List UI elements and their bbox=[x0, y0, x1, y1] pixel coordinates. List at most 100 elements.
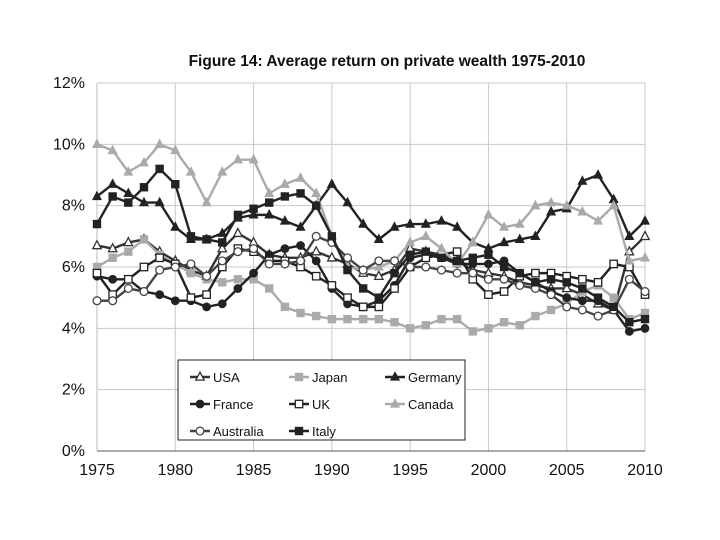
data-point-japan bbox=[358, 314, 368, 324]
data-point-canada bbox=[201, 196, 212, 207]
data-point-japan bbox=[218, 278, 227, 287]
data-point-japan bbox=[343, 314, 352, 324]
legend-marker-italy bbox=[294, 426, 304, 436]
legend-box bbox=[177, 359, 466, 441]
data-point-japan bbox=[280, 302, 290, 312]
data-point-italy bbox=[390, 268, 399, 278]
data-point-italy bbox=[265, 198, 274, 207]
data-point-australia bbox=[624, 274, 634, 284]
x-tick-label: 1980 bbox=[157, 462, 193, 479]
data-point-uk bbox=[578, 274, 587, 284]
data-point-germany bbox=[295, 221, 306, 231]
data-point-france bbox=[170, 296, 180, 306]
series-canada bbox=[91, 138, 651, 274]
data-point-japan bbox=[437, 314, 446, 324]
data-point-australia bbox=[499, 274, 509, 284]
legend-label-usa: USA bbox=[213, 370, 240, 385]
data-point-germany bbox=[138, 196, 150, 207]
legend-label-france: France bbox=[213, 397, 253, 412]
data-point-japan bbox=[405, 324, 415, 333]
data-point-france bbox=[249, 268, 258, 278]
data-point-australia bbox=[640, 286, 650, 297]
data-point-germany bbox=[452, 221, 463, 231]
data-point-japan bbox=[108, 253, 117, 263]
data-point-france bbox=[155, 290, 165, 300]
data-point-japan bbox=[374, 314, 384, 324]
data-point-japan bbox=[312, 311, 321, 321]
data-point-france bbox=[640, 323, 650, 333]
data-point-japan bbox=[421, 321, 431, 330]
data-point-france bbox=[577, 296, 587, 306]
x-tick-label: 1975 bbox=[79, 462, 115, 479]
data-point-germany bbox=[624, 230, 635, 240]
y-tick-label: 12% bbox=[53, 75, 85, 92]
y-tick-label: 8% bbox=[62, 198, 85, 215]
data-point-canada bbox=[91, 138, 103, 148]
data-point-italy bbox=[515, 268, 524, 278]
data-point-germany bbox=[107, 178, 118, 188]
legend-label-italy: Italy bbox=[312, 424, 336, 439]
data-point-canada bbox=[561, 199, 572, 210]
data-point-japan bbox=[296, 308, 305, 318]
data-point-australia bbox=[295, 256, 306, 266]
data-point-usa bbox=[123, 236, 134, 247]
axes: 0% 2% 4% 6% 8% 10% 12% 1975 1980 1985 1990 1995 2000… bbox=[53, 75, 663, 479]
data-point-uk bbox=[311, 271, 321, 281]
data-point-italy bbox=[358, 284, 368, 293]
data-point-japan bbox=[452, 314, 462, 324]
data-point-canada bbox=[592, 215, 604, 225]
data-point-italy bbox=[186, 232, 196, 241]
data-point-uk bbox=[139, 262, 149, 272]
data-point-uk bbox=[531, 268, 540, 278]
data-point-canada bbox=[467, 236, 478, 247]
data-point-canada bbox=[232, 153, 243, 164]
data-point-canada bbox=[483, 208, 494, 219]
data-point-germany bbox=[577, 175, 588, 185]
data-point-canada bbox=[530, 199, 541, 210]
data-point-germany bbox=[123, 187, 134, 198]
data-point-canada bbox=[264, 187, 275, 198]
data-point-italy bbox=[468, 253, 477, 263]
series-italy bbox=[92, 164, 650, 327]
data-point-australia bbox=[405, 262, 415, 272]
legend-marker-usa bbox=[194, 370, 206, 381]
data-point-germany bbox=[436, 215, 447, 225]
data-point-france bbox=[280, 244, 290, 254]
data-point-germany bbox=[639, 215, 651, 225]
legend-marker-australia bbox=[195, 426, 205, 436]
legend-label-japan: Japan bbox=[312, 370, 347, 385]
data-point-italy bbox=[218, 238, 227, 247]
data-point-italy bbox=[484, 250, 493, 259]
data-point-uk bbox=[327, 281, 337, 290]
data-point-italy bbox=[280, 192, 290, 201]
data-point-italy bbox=[171, 180, 180, 189]
series-line-canada bbox=[96, 143, 646, 272]
data-point-usa bbox=[107, 242, 118, 253]
data-point-japan bbox=[484, 324, 493, 333]
x-tick-label: 2000 bbox=[471, 462, 507, 479]
data-point-italy bbox=[233, 210, 243, 220]
data-point-italy bbox=[531, 278, 540, 287]
data-point-australia bbox=[421, 262, 431, 272]
legend: USA Japan Germany France UK Canada Australia It… bbox=[177, 359, 466, 441]
data-point-germany bbox=[373, 233, 384, 244]
data-point-france bbox=[562, 293, 572, 303]
data-point-france bbox=[484, 259, 493, 269]
data-point-germany bbox=[217, 227, 228, 237]
data-point-uk bbox=[484, 290, 493, 299]
data-point-italy bbox=[625, 318, 634, 327]
data-point-france bbox=[202, 302, 212, 312]
data-point-italy bbox=[202, 235, 211, 244]
data-point-australia bbox=[436, 265, 447, 275]
data-point-canada bbox=[248, 153, 259, 164]
data-point-italy bbox=[296, 189, 305, 198]
legend-marker-uk bbox=[294, 399, 304, 409]
data-point-france bbox=[624, 327, 634, 336]
data-point-japan bbox=[265, 284, 274, 293]
data-point-japan bbox=[327, 314, 337, 324]
data-point-japan bbox=[233, 275, 243, 284]
data-point-italy bbox=[421, 247, 431, 256]
data-point-italy bbox=[249, 204, 258, 213]
legend-marker-canada bbox=[389, 398, 401, 408]
data-point-australia bbox=[186, 259, 196, 269]
